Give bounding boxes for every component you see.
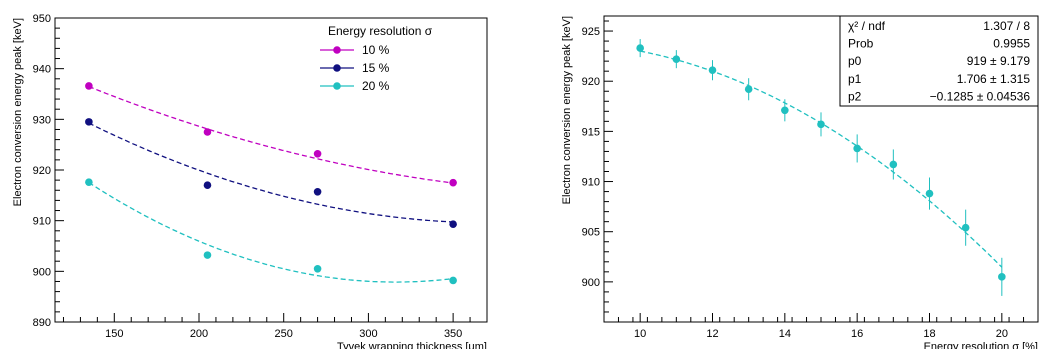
data-point: [853, 144, 861, 153]
data-point: [449, 276, 457, 285]
fit-curve-15: [88, 122, 452, 223]
data-point: [708, 66, 717, 74]
legend-label: 15 %: [362, 61, 390, 75]
chart-left: 150 200 250 300 350 890 900 910 920 930 940 950 Tyve…: [12, 13, 488, 353]
data-point: [203, 128, 212, 136]
stats-value: 0.9955: [993, 37, 1030, 51]
data-point: [889, 160, 898, 169]
y-tick-label: 910: [582, 177, 600, 189]
x-axis-label: Tyvek wrapping thickness [μm]: [337, 341, 487, 349]
legend-marker: [333, 64, 341, 72]
stats-box: [839, 15, 1039, 107]
y-axis-label: Electron conversion energy peak [keV]: [561, 16, 573, 204]
y-tick-label: 900: [33, 266, 51, 278]
stats-value: −0.1285 ± 0.04536: [930, 89, 1031, 103]
data-point: [449, 178, 457, 187]
x-tick-label: 350: [444, 328, 462, 340]
data-point: [85, 178, 93, 186]
data-point: [781, 106, 789, 115]
fit-curve-20: [88, 182, 452, 283]
stats-value: 1.307 / 8: [983, 19, 1030, 33]
stats-label: χ² / ndf: [848, 19, 886, 33]
y-tick-label: 930: [33, 114, 51, 126]
data-point: [313, 187, 322, 196]
fit-curve-10: [88, 85, 452, 184]
data-point: [961, 223, 970, 232]
legend-marker: [333, 82, 341, 90]
y-tick-label: 900: [582, 277, 600, 289]
x-tick-label: 14: [779, 328, 791, 340]
data-point: [449, 220, 457, 229]
legend-label: 10 %: [362, 43, 390, 57]
x-tick-label: 16: [851, 328, 863, 340]
data-point: [636, 44, 644, 52]
y-tick-label: 925: [582, 26, 600, 38]
x-tick-label: 250: [275, 328, 293, 340]
chart-right: 10 12 14 16 18 20 900 905 910 915 920 925 Energy res…: [561, 15, 1039, 353]
data-point: [672, 55, 681, 63]
y-tick-label: 915: [582, 126, 600, 138]
legend-title: Energy resolution σ: [328, 24, 433, 38]
x-tick-label: 20: [996, 328, 1008, 340]
legend-label: 20 %: [362, 79, 390, 93]
data-point: [925, 189, 934, 198]
plot-frame: [54, 17, 488, 323]
x-tick-label: 10: [634, 328, 646, 340]
y-tick-label: 950: [33, 13, 51, 25]
x-tick-label: 300: [359, 328, 377, 340]
y-axis-label: Electron conversion energy peak [keV]: [12, 18, 24, 206]
data-point: [85, 118, 93, 126]
data-point: [313, 149, 322, 158]
stats-value: 1.706 ± 1.315: [957, 72, 1031, 86]
stats-label: p1: [848, 72, 862, 86]
stats-label: p2: [848, 89, 862, 103]
x-tick-label: 18: [923, 328, 935, 340]
y-tick-label: 920: [33, 165, 51, 177]
y-tick-label: 905: [582, 227, 600, 239]
x-tick-label: 150: [105, 328, 123, 340]
data-point: [203, 251, 212, 259]
data-point: [203, 181, 212, 189]
data-point: [744, 85, 753, 94]
y-tick-label: 890: [33, 317, 51, 329]
stats-label: p0: [848, 54, 862, 68]
data-point: [85, 82, 93, 90]
x-tick-label: 12: [706, 328, 718, 340]
data-point: [817, 120, 825, 129]
data-point: [313, 265, 322, 273]
x-axis-label: Energy resolution σ [%]: [924, 341, 1038, 349]
x-tick-label: 200: [190, 328, 208, 340]
stats-value: 919 ± 9.179: [967, 54, 1031, 68]
legend-marker: [333, 46, 341, 54]
stats-label: Prob: [848, 37, 874, 51]
y-tick-label: 940: [33, 64, 51, 76]
data-point: [998, 273, 1006, 281]
y-tick-label: 910: [33, 216, 51, 228]
y-tick-label: 920: [582, 76, 600, 88]
